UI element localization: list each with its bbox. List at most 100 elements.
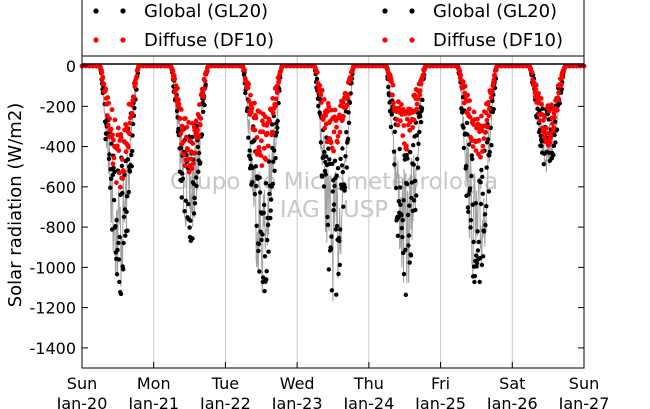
global-point xyxy=(321,184,327,189)
diffuse-point xyxy=(140,63,146,69)
global-point xyxy=(479,167,484,173)
legend-marker xyxy=(382,8,388,14)
global-point xyxy=(346,120,352,126)
global-point xyxy=(551,143,556,148)
diffuse-point xyxy=(183,134,189,140)
diffuse-point xyxy=(480,143,486,149)
diffuse-point xyxy=(162,63,167,69)
global-point xyxy=(192,195,197,201)
diffuse-point xyxy=(529,70,535,76)
diffuse-point xyxy=(177,116,183,121)
diffuse-point xyxy=(332,107,338,113)
global-point xyxy=(111,197,117,203)
diffuse-point xyxy=(348,76,354,82)
diffuse-point xyxy=(110,161,116,167)
diffuse-point xyxy=(147,63,153,69)
diffuse-point xyxy=(248,92,253,98)
global-point xyxy=(334,223,340,229)
diffuse-point xyxy=(193,118,199,124)
diffuse-point xyxy=(305,63,311,69)
diffuse-point xyxy=(270,96,276,101)
diffuse-point xyxy=(417,88,423,93)
global-point xyxy=(393,185,399,191)
diffuse-point xyxy=(111,137,116,143)
diffuse-point xyxy=(431,63,436,69)
global-point xyxy=(400,218,405,223)
global-point xyxy=(314,76,320,82)
diffuse-point xyxy=(552,115,557,120)
diffuse-point xyxy=(513,63,519,69)
diffuse-point xyxy=(249,105,255,111)
global-point xyxy=(182,209,187,214)
global-point xyxy=(461,145,467,151)
global-point xyxy=(256,241,262,247)
diffuse-point xyxy=(548,135,553,141)
diffuse-point xyxy=(127,131,132,137)
global-point xyxy=(326,267,331,272)
diffuse-point xyxy=(341,114,346,119)
diffuse-point xyxy=(489,89,495,94)
diffuse-point xyxy=(359,63,365,69)
diffuse-point xyxy=(252,100,257,106)
diffuse-point xyxy=(201,94,207,100)
x-tick-label-day: Wed xyxy=(280,374,315,393)
global-point xyxy=(250,180,255,185)
diffuse-point xyxy=(185,146,191,152)
global-point xyxy=(324,154,329,159)
global-point xyxy=(274,130,279,135)
data-points xyxy=(79,63,587,302)
diffuse-point xyxy=(246,98,252,104)
global-point xyxy=(419,106,425,111)
legend-marker xyxy=(93,37,99,43)
global-point xyxy=(109,141,114,146)
diffuse-point xyxy=(205,63,211,69)
diffuse-point xyxy=(178,107,184,112)
diffuse-point xyxy=(259,138,264,144)
global-point xyxy=(541,162,546,167)
diffuse-point xyxy=(466,106,472,112)
diffuse-point xyxy=(103,86,109,92)
global-point xyxy=(132,105,137,111)
global-point xyxy=(270,181,276,187)
diffuse-point xyxy=(182,163,188,169)
diffuse-point xyxy=(550,121,555,127)
x-tick-label-day: Fri xyxy=(431,374,450,393)
global-point xyxy=(483,222,488,228)
diffuse-point xyxy=(480,149,485,154)
global-point xyxy=(252,191,258,197)
diffuse-point xyxy=(499,63,504,69)
global-point xyxy=(336,271,341,277)
diffuse-point xyxy=(109,107,115,113)
global-point xyxy=(187,225,192,230)
legend-marker xyxy=(382,37,388,43)
global-point xyxy=(397,185,403,190)
diffuse-point xyxy=(116,170,122,176)
global-point xyxy=(120,190,125,196)
global-point xyxy=(414,193,419,198)
global-point xyxy=(338,227,343,232)
global-trace xyxy=(385,65,426,284)
diffuse-point xyxy=(481,136,487,142)
diffuse-point xyxy=(328,140,334,146)
diffuse-point xyxy=(544,125,549,131)
global-point xyxy=(403,247,408,252)
diffuse-point xyxy=(538,96,544,101)
diffuse-point xyxy=(370,63,375,69)
diffuse-point xyxy=(574,63,580,69)
global-point xyxy=(192,201,198,206)
global-point xyxy=(408,149,413,155)
global-point xyxy=(481,254,486,259)
diffuse-point xyxy=(133,81,139,86)
global-point xyxy=(117,234,122,240)
diffuse-point xyxy=(548,131,554,137)
diffuse-point xyxy=(340,99,346,105)
y-tick-label: -400 xyxy=(40,138,76,157)
global-point xyxy=(340,146,345,151)
global-point xyxy=(539,143,544,149)
diffuse-point xyxy=(130,111,135,117)
global-point xyxy=(246,135,251,140)
global-point xyxy=(478,180,483,185)
global-point xyxy=(397,146,402,152)
diffuse-point xyxy=(263,157,269,162)
diffuse-point xyxy=(188,156,194,162)
